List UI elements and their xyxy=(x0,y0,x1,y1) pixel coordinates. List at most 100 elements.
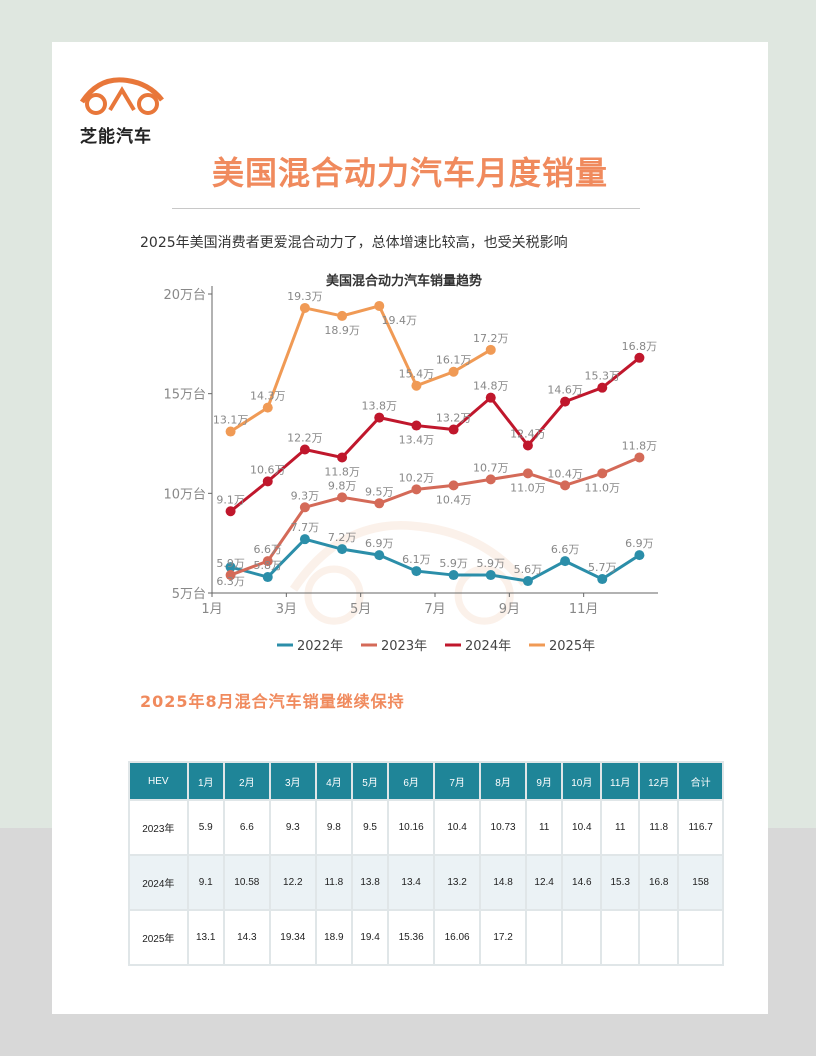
table-cell: 9.5 xyxy=(352,801,388,854)
data-point xyxy=(485,474,496,485)
data-point xyxy=(411,420,422,431)
x-tick-label: 3月 xyxy=(276,602,297,617)
x-tick-label: 11月 xyxy=(569,602,599,617)
data-point xyxy=(634,550,645,561)
data-label: 14.3万 xyxy=(250,390,286,403)
data-label: 14.6万 xyxy=(547,384,583,397)
data-label: 11.8万 xyxy=(622,439,658,452)
column-header: 11月 xyxy=(602,763,639,799)
data-point xyxy=(299,534,310,545)
data-point xyxy=(485,344,496,355)
table-cell: 14.6 xyxy=(563,856,601,909)
data-point xyxy=(634,352,645,363)
table-cell: 6.6 xyxy=(224,801,269,854)
x-tick-label: 7月 xyxy=(424,602,445,617)
table-cell: 16.06 xyxy=(435,911,480,964)
data-point xyxy=(485,570,496,581)
data-point xyxy=(299,302,310,313)
data-label: 6.3万 xyxy=(216,575,245,588)
data-point xyxy=(225,570,236,581)
data-label: 13.8万 xyxy=(362,400,398,413)
data-point xyxy=(411,380,422,391)
table-cell: 13.8 xyxy=(352,856,388,909)
table-cell: 11 xyxy=(602,801,639,854)
page-title: 美国混合动力汽车月度销量 xyxy=(211,154,608,192)
table-cell: 9.3 xyxy=(270,801,315,854)
column-header: 9月 xyxy=(527,763,562,799)
subtitle: 2025年美国消费者更爱混合动力了，总体增速比较高，也受关税影响 xyxy=(140,235,568,251)
table-cell: 9.8 xyxy=(316,801,351,854)
data-point xyxy=(374,550,385,561)
table-row: 2025年 13.1 14.3 19.34 18.9 19.4 15.36 16.06 17.2 xyxy=(130,911,722,964)
data-point xyxy=(262,572,273,583)
column-header: 10月 xyxy=(563,763,601,799)
table-cell: 13.2 xyxy=(435,856,480,909)
table-cell: 10.4 xyxy=(563,801,601,854)
table-cell: 16.8 xyxy=(640,856,678,909)
column-header: 1月 xyxy=(188,763,223,799)
data-point xyxy=(299,502,310,513)
table-cell: 10.16 xyxy=(389,801,434,854)
column-header: 8月 xyxy=(481,763,526,799)
table-cell: 19.34 xyxy=(270,911,315,964)
data-point xyxy=(522,576,533,587)
column-header: 6月 xyxy=(389,763,434,799)
data-point xyxy=(374,412,385,423)
data-label: 12.4万 xyxy=(510,427,545,440)
series-line-2023年 xyxy=(230,456,641,577)
data-label: 18.9万 xyxy=(324,324,360,337)
data-label: 9.1万 xyxy=(216,493,245,506)
data-label: 11.0万 xyxy=(585,481,621,494)
table-cell: 14.3 xyxy=(224,911,269,964)
table-cell: 18.9 xyxy=(316,911,351,964)
table-row: 2024年 9.1 10.58 12.2 11.8 13.8 13.4 13.2 14.8 12.… xyxy=(130,856,722,909)
data-label: 19.3万 xyxy=(287,290,323,303)
x-tick-label: 1月 xyxy=(201,602,222,617)
column-header: 2月 xyxy=(224,763,269,799)
y-tick-label: 20万台 xyxy=(163,288,206,303)
data-point xyxy=(597,468,608,479)
data-label: 12.2万 xyxy=(287,431,323,444)
table-cell xyxy=(527,911,562,964)
data-label: 11.0万 xyxy=(510,481,545,494)
column-header: 3月 xyxy=(270,763,315,799)
column-header: 合计 xyxy=(679,763,722,799)
divider xyxy=(172,208,640,209)
data-label: 9.8万 xyxy=(328,479,357,492)
data-label: 10.6万 xyxy=(250,463,286,476)
column-header: 5月 xyxy=(352,763,388,799)
data-point xyxy=(411,484,422,495)
legend-label: 2023年 xyxy=(381,639,427,654)
x-tick-label: 5月 xyxy=(350,602,371,617)
table-cell: 9.1 xyxy=(188,856,223,909)
y-tick-label: 15万台 xyxy=(163,388,206,403)
data-point xyxy=(337,544,348,555)
y-tick-label: 10万台 xyxy=(163,487,206,502)
data-label: 13.2万 xyxy=(436,412,472,425)
watermark-logo-icon xyxy=(289,521,529,625)
data-point xyxy=(597,382,608,393)
table-cell: 15.3 xyxy=(602,856,639,909)
line-chart: 美国混合动力汽车销量趋势 5万台 10万台 15万台 20万台 1月 3月 5月 7月 9月 11月… xyxy=(163,273,658,654)
table-cell: 10.4 xyxy=(435,801,480,854)
column-header: 4月 xyxy=(316,763,351,799)
table-cell: 116.7 xyxy=(679,801,722,854)
brand-name: 芝能汽车 xyxy=(80,127,152,147)
table-cell: 12.4 xyxy=(527,856,562,909)
column-header: 7月 xyxy=(435,763,480,799)
data-label: 6.1万 xyxy=(402,553,431,566)
data-label: 10.4万 xyxy=(436,493,472,506)
data-label: 15.3万 xyxy=(585,370,621,383)
table-cell: 10.73 xyxy=(481,801,526,854)
sales-table: HEV 1月 2月 3月 4月 5月 6月 7月 8月 9月 10月 11月 12月 合计 2023年 5.… xyxy=(128,761,724,966)
data-label: 10.2万 xyxy=(399,471,435,484)
data-label: 14.8万 xyxy=(473,380,509,393)
data-point xyxy=(448,366,459,377)
table-cell: 14.8 xyxy=(481,856,526,909)
data-label: 13.1万 xyxy=(213,414,249,427)
data-label: 6.6万 xyxy=(551,543,580,556)
legend-label: 2025年 xyxy=(549,639,595,654)
table-cell: 11.8 xyxy=(640,801,678,854)
data-point xyxy=(597,574,608,585)
brand-logo-icon xyxy=(79,77,164,115)
